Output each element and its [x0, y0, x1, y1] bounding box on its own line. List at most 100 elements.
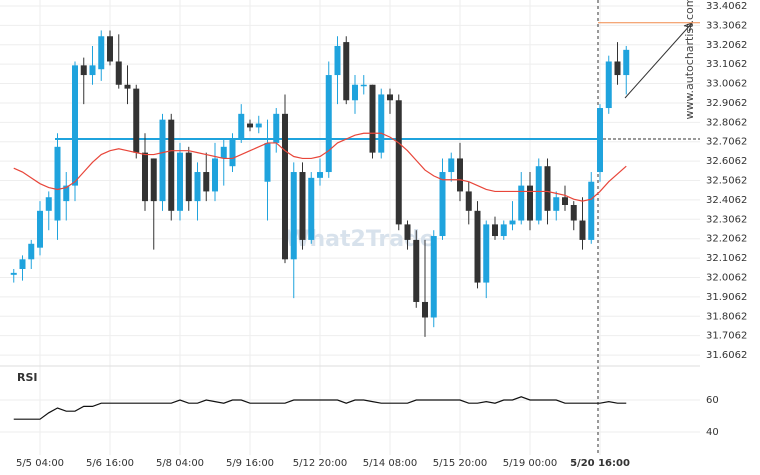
x-tick-label: 5/8 04:00 [156, 458, 204, 469]
candle-body [614, 61, 621, 76]
candle-body [579, 220, 586, 240]
candle-body [159, 119, 166, 202]
candle-body [448, 158, 455, 173]
candle-body [570, 204, 577, 221]
candle-body [194, 172, 201, 202]
candle-body [422, 301, 428, 318]
candle-body [387, 94, 393, 101]
y-tick-label: 32.9062 [706, 98, 747, 109]
candle-body [483, 224, 490, 283]
y-tick-label: 32.6062 [706, 156, 747, 167]
x-tick-label: 5/19 00:00 [503, 458, 557, 469]
candle-body [509, 220, 516, 225]
candle-body [430, 236, 437, 318]
candle-body [457, 158, 463, 192]
arrow-head [683, 22, 693, 32]
rsi-title: RSI [17, 371, 38, 384]
candle-body [334, 45, 341, 76]
y-tick-label: 32.8062 [706, 117, 747, 128]
candle-body [343, 42, 350, 101]
y-tick-label: 33.0062 [706, 79, 747, 90]
rsi-tick-label: 60 [706, 395, 719, 406]
y-tick-label: 32.1062 [706, 253, 747, 264]
candle-body [282, 113, 288, 260]
candle-body [115, 61, 122, 85]
candle-body [395, 100, 402, 225]
x-tick-label: 5/14 08:00 [363, 458, 417, 469]
candle-body [562, 197, 568, 205]
y-tick-label: 33.3062 [706, 20, 747, 31]
candle-body [404, 224, 411, 240]
rsi-tick-label: 40 [706, 427, 719, 438]
watermark: What2Trade [285, 227, 435, 252]
candle-body [177, 152, 183, 211]
candle-body [150, 158, 157, 202]
candle-body [142, 152, 148, 202]
candle-body [133, 88, 140, 153]
y-tick-label: 32.2062 [706, 234, 747, 245]
candle-body [290, 172, 297, 260]
y-tick-label: 32.0062 [706, 272, 747, 283]
x-tick-label: 5/6 16:00 [86, 458, 134, 469]
candle-body [124, 84, 131, 89]
candle-body [535, 166, 542, 221]
y-tick-label: 33.1062 [706, 59, 747, 70]
x-tick-label: 5/15 20:00 [433, 458, 487, 469]
candle-body [465, 191, 472, 211]
candle-body [623, 49, 630, 76]
candle-body [98, 36, 105, 70]
candle-body [264, 142, 271, 182]
candle-body [10, 272, 17, 275]
candle-body [168, 119, 175, 211]
site-label: www.autochartist.com [683, 0, 696, 119]
candle-body [185, 152, 192, 202]
x-tick-label: 5/5 04:00 [16, 458, 64, 469]
candle-body [203, 172, 210, 192]
moving-average-line [13, 132, 627, 202]
candle-body [220, 146, 227, 159]
candle-body [369, 84, 376, 153]
candle-body [54, 146, 61, 221]
candle-body [474, 210, 481, 283]
candle-body [492, 224, 498, 237]
candle-body [28, 243, 35, 260]
candle-body [273, 113, 280, 143]
candle-body [597, 108, 603, 173]
candle-body [553, 197, 560, 211]
candle-body [360, 84, 367, 87]
candle-body [325, 75, 332, 173]
candle-body [229, 139, 236, 167]
candle-body [588, 181, 595, 240]
rsi-line [13, 396, 627, 420]
candle-body [72, 65, 78, 186]
candle-body [317, 172, 323, 178]
candle-body [19, 259, 26, 269]
candle-body [308, 177, 315, 240]
candle-body [413, 239, 420, 302]
y-tick-label: 31.6062 [706, 350, 747, 361]
y-tick-label: 31.7062 [706, 331, 747, 342]
y-tick-label: 31.9062 [706, 292, 747, 303]
candle-body [238, 113, 245, 140]
y-tick-label: 31.8062 [706, 311, 747, 322]
candle-body [212, 158, 218, 192]
y-tick-label: 32.4062 [706, 195, 747, 206]
candle-body [45, 197, 52, 211]
candle-body [518, 185, 525, 221]
candle-body [89, 65, 96, 76]
candle-body [439, 172, 446, 237]
forecast-arrow [624, 22, 693, 99]
candle-body [544, 166, 551, 211]
y-tick-label: 33.4062 [706, 1, 747, 12]
y-tick-label: 32.3062 [706, 214, 747, 225]
candle-body [352, 84, 358, 101]
candle-body [527, 185, 533, 221]
y-tick-label: 33.2062 [706, 40, 747, 51]
candle-body [299, 172, 306, 240]
candle-body [63, 185, 70, 202]
candle-body [255, 123, 262, 128]
candle-body [247, 123, 253, 128]
candle-body [80, 65, 87, 76]
y-tick-label: 32.5062 [706, 176, 747, 187]
